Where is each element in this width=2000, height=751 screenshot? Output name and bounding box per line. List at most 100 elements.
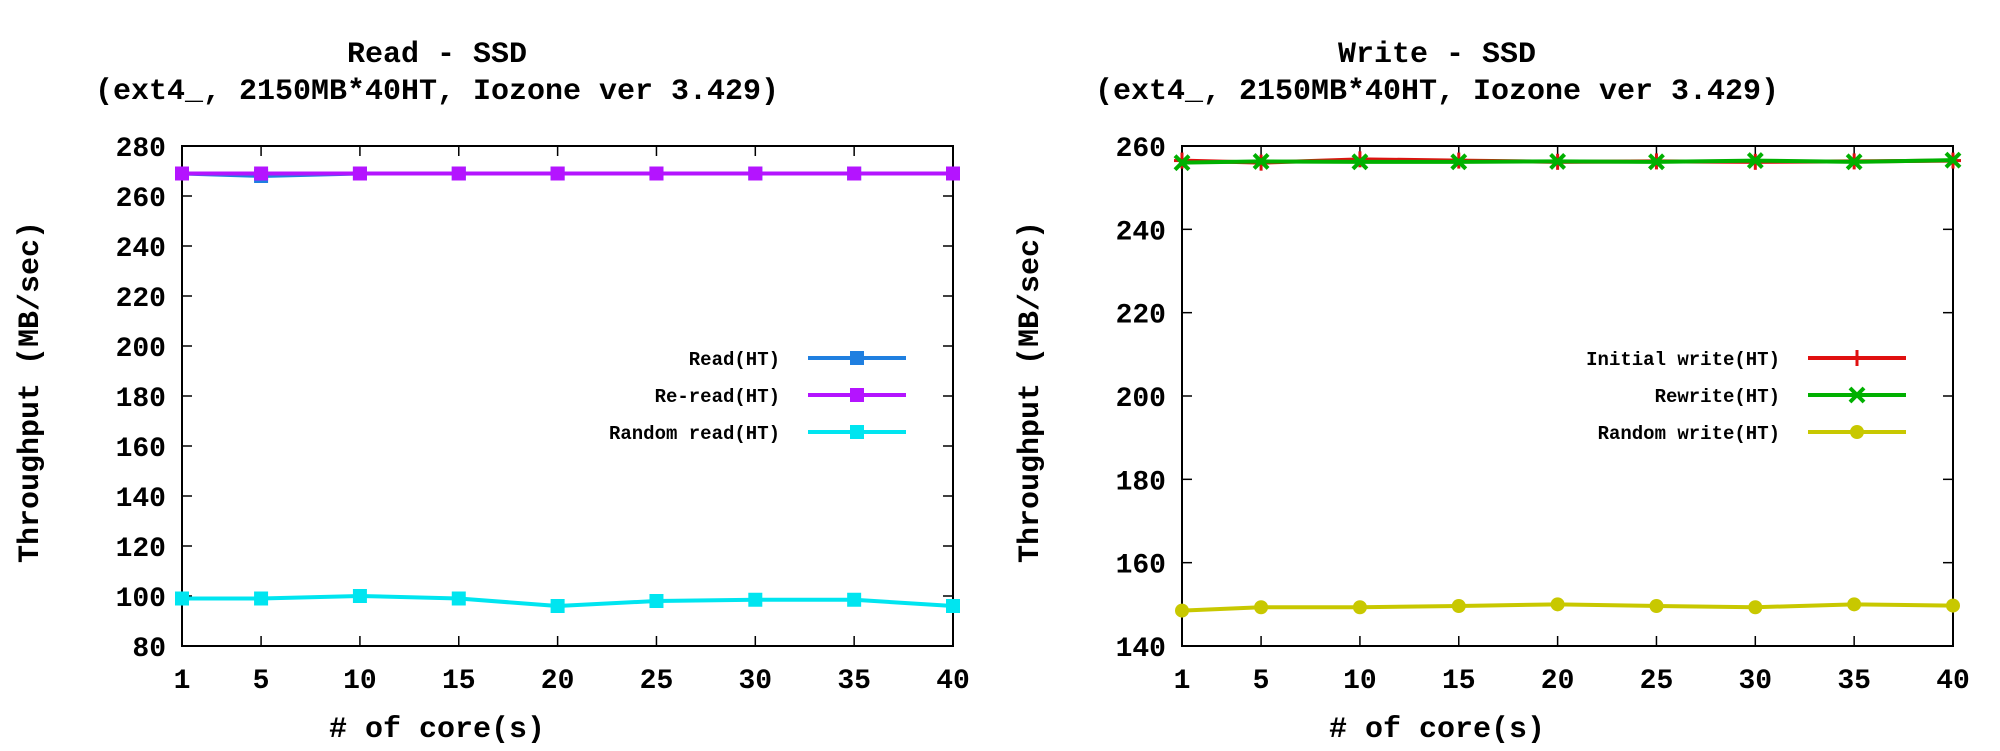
legend-label: Random write(HT): [1598, 423, 1780, 445]
data-point: [254, 166, 269, 181]
data-point: [649, 166, 664, 181]
data-point: [451, 166, 466, 181]
y-tick-label: 280: [116, 134, 166, 165]
data-point: [1252, 153, 1270, 170]
x-tick-label: 40: [936, 666, 970, 697]
data-point: [946, 166, 960, 181]
read-chart: Read - SSD (ext4_, 2150MB*40HT, Iozone v…: [14, 38, 970, 747]
y-axis-label: Throughput (MB/sec): [14, 221, 48, 563]
x-tick-label: 15: [442, 666, 476, 697]
x-tick-label: 15: [1442, 666, 1476, 697]
x-tick-label: 5: [253, 666, 270, 697]
y-tick-label: 240: [1116, 217, 1166, 248]
legend-marker: [850, 425, 864, 439]
x-tick-label: 30: [739, 666, 773, 697]
y-axis-label: Throughput (MB/sec): [1014, 221, 1048, 563]
data-point: [946, 599, 960, 613]
x-tick-label: 20: [1541, 666, 1575, 697]
read-chart-panel: Read - SSD (ext4_, 2150MB*40HT, Iozone v…: [14, 38, 970, 747]
data-point: [1748, 600, 1763, 615]
y-tick-label: 140: [116, 484, 166, 515]
data-point: [1847, 597, 1862, 612]
legend-label: Read(HT): [689, 349, 780, 371]
y-tick-label: 220: [116, 284, 166, 315]
x-tick-label: 1: [174, 666, 191, 697]
x-axis-label: # of core(s): [329, 713, 545, 747]
chart-subtitle: (ext4_, 2150MB*40HT, Iozone ver 3.429): [1095, 75, 1779, 109]
x-tick-label: 20: [541, 666, 575, 697]
data-point: [1351, 153, 1369, 171]
legend-label: Rewrite(HT): [1655, 386, 1780, 408]
data-point: [847, 592, 862, 607]
data-point: [1352, 600, 1367, 615]
legend-label: Random read(HT): [609, 423, 780, 445]
data-point: [451, 591, 466, 606]
data-point: [550, 166, 565, 181]
x-tick-label: 35: [1837, 666, 1871, 697]
x-tick-label: 10: [343, 666, 377, 697]
chart-title: Write - SSD: [1338, 38, 1536, 72]
y-tick-label: 120: [116, 534, 166, 565]
x-axis-label: # of core(s): [1329, 713, 1545, 747]
x-tick-label: 25: [1640, 666, 1674, 697]
data-point: [1746, 152, 1764, 169]
legend-label: Re-read(HT): [655, 386, 780, 408]
legend-label: Initial write(HT): [1586, 349, 1780, 371]
data-point: [1946, 598, 1960, 613]
x-tick-label: 35: [837, 666, 871, 697]
data-point: [1944, 151, 1962, 169]
data-point: [352, 589, 367, 603]
data-point: [1845, 153, 1863, 171]
legend-marker: [850, 388, 864, 402]
data-point: [1173, 154, 1191, 172]
x-tick-label: 25: [640, 666, 674, 697]
y-tick-label: 180: [1116, 467, 1166, 498]
data-point: [1549, 153, 1567, 170]
y-tick-label: 160: [116, 434, 166, 465]
y-tick-label: 160: [1116, 551, 1166, 582]
y-tick-label: 200: [1116, 384, 1166, 415]
data-point: [1648, 153, 1665, 171]
data-point: [352, 166, 367, 181]
y-tick-label: 100: [116, 584, 166, 615]
y-tick-label: 200: [116, 334, 166, 365]
series-line: [1181, 602, 1954, 613]
x-tick-label: 10: [1343, 666, 1377, 697]
data-point: [1254, 600, 1269, 615]
y-tick-label: 260: [116, 184, 166, 215]
legend-marker: [1848, 386, 1866, 404]
data-point: [1451, 599, 1466, 613]
chart-title: Read - SSD: [347, 38, 527, 72]
data-point: [649, 594, 664, 608]
data-point: [748, 592, 763, 607]
legend-marker: [850, 351, 864, 365]
series-line: [182, 594, 954, 608]
write-chart: Write - SSD (ext4_, 2150MB*40HT, Iozone …: [1014, 38, 1970, 747]
data-point: [254, 591, 269, 606]
y-tick-label: 220: [1116, 301, 1166, 332]
legend-marker: [1850, 425, 1864, 439]
data-point: [175, 166, 189, 181]
y-tick-label: 260: [1116, 134, 1166, 165]
data-point: [1175, 603, 1189, 618]
data-point: [847, 166, 862, 181]
y-tick-label: 80: [132, 634, 166, 665]
x-tick-label: 30: [1739, 666, 1773, 697]
data-point: [175, 591, 189, 606]
y-tick-label: 240: [116, 234, 166, 265]
data-point: [1649, 599, 1664, 613]
y-tick-label: 180: [116, 384, 166, 415]
data-point: [1450, 153, 1468, 171]
data-point: [550, 599, 565, 613]
x-tick-label: 1: [1174, 666, 1191, 697]
legend-marker: [1849, 350, 1865, 366]
y-tick-label: 140: [1116, 634, 1166, 665]
series-line: [1181, 158, 1954, 165]
data-point: [748, 166, 763, 181]
data-point: [1550, 597, 1565, 612]
chart-subtitle: (ext4_, 2150MB*40HT, Iozone ver 3.429): [95, 75, 779, 109]
write-chart-panel: Write - SSD (ext4_, 2150MB*40HT, Iozone …: [1000, 0, 2000, 751]
x-tick-label: 5: [1253, 666, 1270, 697]
